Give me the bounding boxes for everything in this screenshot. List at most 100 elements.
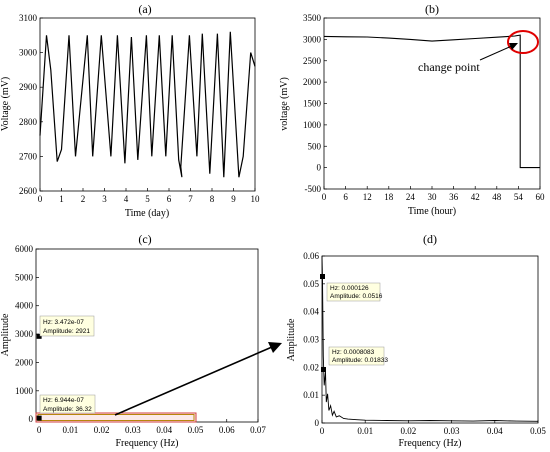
panel-a: (a) 0 1 2 3 4 5 6 7 8 9 10 2600 2700 2800 2900 3000 310… — [0, 2, 260, 219]
panel-d-title: (d) — [423, 232, 437, 246]
x-tick-label: 5 — [145, 194, 150, 204]
x-tick-label: 0.02 — [94, 425, 110, 435]
panel-b-title: (b) — [425, 2, 439, 16]
y-tick-label: 0.06 — [303, 251, 319, 261]
datatip-d2-marker — [321, 367, 326, 372]
x-tick-label: 0.01 — [63, 425, 79, 435]
datatip-d1-box — [326, 282, 381, 302]
x-tick-label: 18 — [384, 192, 394, 202]
panel-a-ylabel: Voltage (mV) — [0, 77, 11, 132]
panel-b-ylabel: voltage (mV) — [279, 77, 290, 131]
y-tick-label: 1500 — [303, 99, 322, 109]
panel-d-x-ticks: 0 0.01 0.02 0.03 0.04 0.05 — [320, 420, 546, 436]
datatip-c1-amp: Amplitude: 2921 — [43, 328, 90, 335]
y-tick-label: -500 — [305, 184, 322, 194]
datatip-d1-marker — [320, 274, 325, 279]
datatip-d2-hz: Hz: 0.0008083 — [332, 349, 375, 356]
panel-b-xlabel: Time (hour) — [408, 206, 456, 217]
x-tick-label: 60 — [536, 192, 546, 202]
x-tick-label: 48 — [492, 192, 502, 202]
datatip-d2-box — [328, 346, 385, 366]
data-point — [36, 415, 42, 421]
x-tick-label: 36 — [449, 192, 459, 202]
y-tick-label: 2500 — [303, 56, 322, 66]
change-point-arrowhead — [509, 43, 518, 50]
y-tick-label: 0 — [29, 414, 34, 424]
y-tick-label: 0 — [315, 418, 320, 428]
datatip-d1-hz: Hz: 0.000126 — [330, 285, 369, 292]
x-tick-label: 3 — [102, 194, 107, 204]
x-tick-label: 1 — [59, 194, 64, 204]
x-tick-label: 0.01 — [357, 426, 373, 436]
x-tick-label: 30 — [428, 192, 438, 202]
panel-b: (b) 0 6 12 18 24 30 36 42 48 54 60 -50005001000150… — [279, 2, 545, 217]
panel-d-axes-box — [321, 255, 539, 424]
x-tick-label: 42 — [471, 192, 480, 202]
panel-a-series-line — [39, 31, 256, 178]
y-tick-label: 1000 — [303, 120, 322, 130]
y-tick-label: 3000 — [19, 48, 38, 58]
x-tick-label: 0.02 — [401, 426, 417, 436]
panel-a-xlabel: Time (day) — [125, 208, 169, 219]
x-tick-label: 0.03 — [444, 426, 460, 436]
panel-c-title: (c) — [138, 232, 151, 246]
panel-d-xlabel: Frequency (Hz) — [398, 438, 461, 449]
zoom-arrow — [114, 346, 273, 416]
x-tick-label: 6 — [167, 194, 172, 204]
x-tick-label: 8 — [210, 194, 215, 204]
y-tick-label: 2900 — [19, 82, 38, 92]
panel-c-ylabel: Amplitude — [0, 313, 11, 356]
panel-c: (c) 0 0.01 0.02 0.03 0.04 0.05 0.06 0.07 0 1000 2… — [0, 232, 266, 449]
datatip-c2: Hz: 6.944e-07 Amplitude: 36.32 — [39, 394, 96, 414]
datatip-c2-hz: Hz: 6.944e-07 — [43, 397, 84, 404]
panel-b-x-ticks: 0 6 12 18 24 30 36 42 48 54 60 — [322, 186, 545, 202]
change-point-label: change point — [418, 60, 480, 74]
y-tick-label: 5000 — [15, 272, 34, 282]
x-tick-label: 12 — [363, 192, 372, 202]
x-tick-label: 7 — [188, 194, 193, 204]
x-tick-label: 6 — [343, 192, 348, 202]
panel-d: (d) 0 0.01 0.02 0.03 0.04 0.05 0 0.01 0.02 0.03 0… — [286, 232, 546, 449]
y-tick-label: 0.04 — [303, 307, 319, 317]
datatip-d2-amp: Amplitude: 0.01833 — [332, 357, 388, 364]
y-tick-label: 0 — [317, 163, 322, 173]
zoom-arrowhead — [268, 342, 282, 353]
x-tick-label: 24 — [406, 192, 416, 202]
y-tick-label: 2800 — [19, 117, 38, 127]
panel-c-points — [36, 333, 42, 421]
x-tick-label: 0.04 — [156, 425, 172, 435]
zoom-region-box — [35, 412, 197, 423]
x-tick-label: 0 — [320, 426, 325, 436]
y-tick-label: 1000 — [15, 386, 34, 396]
x-tick-label: 0.04 — [487, 426, 503, 436]
x-tick-label: 0.05 — [530, 426, 546, 436]
y-tick-label: 3000 — [303, 34, 322, 44]
y-tick-label: 3500 — [303, 13, 322, 23]
y-tick-label: 0.05 — [303, 279, 319, 289]
y-tick-label: 2000 — [15, 357, 34, 367]
datatip-c1: Hz: 3.472e-07 Amplitude: 2921 — [39, 315, 95, 337]
x-tick-label: 0 — [37, 425, 42, 435]
x-tick-label: 10 — [251, 194, 261, 204]
panel-b-y-ticks: -500 0 500 1000 1500 2000 2500 3000 3500 — [303, 13, 327, 194]
panel-d-series-line — [321, 255, 539, 422]
x-tick-label: 0 — [38, 194, 43, 204]
y-tick-label: 500 — [308, 141, 322, 151]
datatip-c2-amp: Amplitude: 36.32 — [43, 406, 92, 413]
change-point-arrow — [479, 44, 515, 61]
x-tick-label: 0.05 — [188, 425, 204, 435]
panel-d-ylabel: Amplitude — [286, 318, 297, 361]
datatip-c1-hz: Hz: 3.472e-07 — [43, 319, 84, 326]
x-tick-label: 0.07 — [250, 425, 266, 435]
datatip-c1-box — [39, 315, 95, 337]
y-tick-label: 2000 — [303, 77, 322, 87]
y-tick-label: 2700 — [19, 151, 38, 161]
y-tick-label: 3000 — [15, 329, 34, 339]
datatip-d1: Hz: 0.000126 Amplitude: 0.0516 — [326, 282, 383, 302]
x-tick-label: 4 — [124, 194, 129, 204]
datatip-d2: Hz: 0.0008083 Amplitude: 0.01833 — [328, 346, 388, 366]
datatip-c2-box — [39, 394, 96, 414]
x-tick-label: 0 — [322, 192, 327, 202]
panel-a-y-ticks: 2600 2700 2800 2900 3000 3100 — [19, 13, 43, 196]
